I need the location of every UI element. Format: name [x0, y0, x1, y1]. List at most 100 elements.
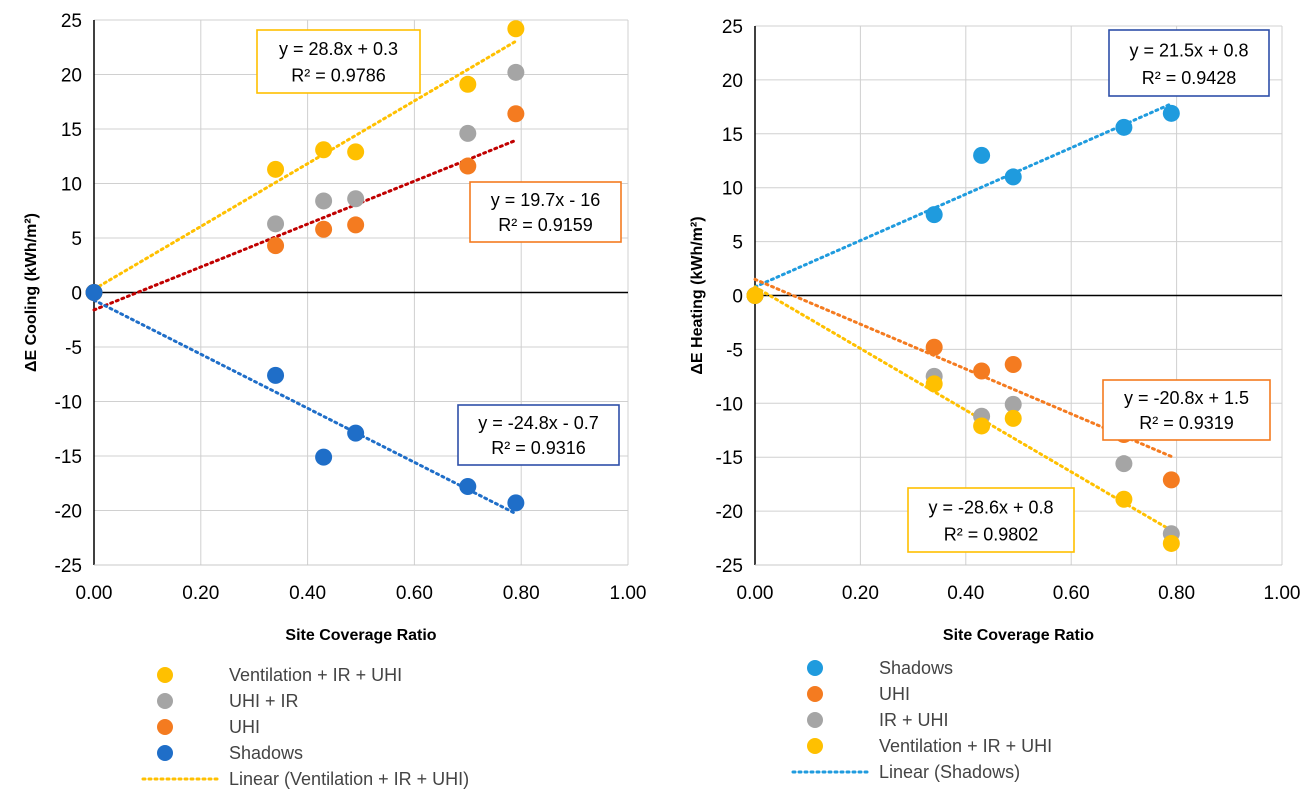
- legend-label: Shadows: [879, 658, 953, 678]
- legend: Shadows UHI IR + UHI Ventilation + IR + UHI…: [791, 658, 1052, 782]
- trendline-3: [92, 298, 518, 516]
- data-point: [85, 284, 103, 301]
- x-tick-label: 0.00: [76, 583, 113, 604]
- x-tick-label: 1.00: [1264, 583, 1301, 604]
- y-tick-label: -15: [716, 448, 743, 469]
- legend-marker: [157, 693, 173, 709]
- r-squared-text: R² = 0.9316: [491, 438, 586, 458]
- trendline-3: [753, 285, 1173, 532]
- series-uhi: [85, 105, 525, 301]
- data-point: [267, 160, 285, 178]
- trendline-2: [753, 277, 1173, 458]
- y-tick-label: -5: [726, 340, 743, 361]
- data-point: [973, 417, 991, 435]
- y-tick-label: 0: [71, 284, 82, 305]
- data-point: [507, 20, 525, 38]
- y-tick-label: 0: [732, 287, 743, 308]
- data-point: [925, 375, 943, 393]
- y-tick-label: -25: [716, 556, 743, 577]
- legend-label: UHI + IR: [229, 691, 299, 711]
- r-squared-text: R² = 0.9428: [1142, 68, 1237, 88]
- x-tick-label: 0.40: [289, 583, 326, 604]
- equation-box: y = 28.8x + 0.3 R² = 0.9786: [256, 29, 421, 94]
- x-tick-label: 0.40: [947, 583, 984, 604]
- data-point: [267, 237, 285, 255]
- data-point: [507, 105, 525, 123]
- legend-label: Shadows: [229, 743, 303, 763]
- x-tick-label: 0.80: [1158, 583, 1195, 604]
- equation-box: y = -28.6x + 0.8 R² = 0.9802: [907, 487, 1075, 553]
- equation-text: y = 28.8x + 0.3: [279, 39, 398, 59]
- x-tick-label: 0.20: [842, 583, 879, 604]
- data-point: [1115, 118, 1133, 136]
- data-point: [267, 215, 285, 233]
- data-point: [347, 216, 365, 234]
- data-point: [315, 220, 333, 238]
- legend-marker: [807, 660, 823, 676]
- y-axis-title: ΔE Cooling (kWh/m²): [23, 213, 40, 372]
- data-point: [459, 75, 477, 93]
- y-tick-label: -25: [55, 556, 82, 577]
- y-tick-label: 10: [722, 179, 743, 200]
- y-tick-label: 5: [71, 229, 82, 250]
- y-tick-label: -10: [55, 393, 82, 414]
- legend-marker: [157, 745, 173, 761]
- data-point: [973, 146, 991, 164]
- data-point: [1004, 409, 1022, 427]
- legend-label: Ventilation + IR + UHI: [229, 665, 402, 685]
- equation-box: y = -24.8x - 0.7 R² = 0.9316: [457, 404, 620, 466]
- x-tick-label: 0.80: [503, 583, 540, 604]
- y-tick-label: -10: [716, 394, 743, 415]
- equation-box-frame: [469, 181, 622, 243]
- data-point: [925, 338, 943, 356]
- y-axis-title: ΔE Heating (kWh/m²): [689, 216, 706, 374]
- x-axis-title: Site Coverage Ratio: [285, 627, 436, 644]
- r-squared-text: R² = 0.9802: [944, 524, 1039, 544]
- data-point: [347, 143, 365, 161]
- data-point: [459, 478, 477, 496]
- data-point: [1162, 104, 1180, 122]
- r-squared-text: R² = 0.9159: [498, 215, 593, 235]
- data-point: [1115, 490, 1133, 508]
- equation-box: y = 19.7x - 16 R² = 0.9159: [469, 181, 622, 243]
- y-tick-label: -20: [716, 502, 743, 523]
- y-tick-label: 5: [732, 233, 743, 254]
- legend-marker: [157, 719, 173, 735]
- equation-text: y = 19.7x - 16: [491, 190, 601, 210]
- y-tick-label: 25: [61, 11, 82, 32]
- data-point: [1162, 534, 1180, 552]
- y-tick-label: 20: [61, 66, 82, 87]
- x-tick-label: 1.00: [610, 583, 647, 604]
- data-point: [746, 287, 764, 304]
- data-point: [1115, 455, 1133, 473]
- data-point: [507, 63, 525, 81]
- y-tick-label: -15: [55, 447, 82, 468]
- data-point: [459, 124, 477, 142]
- legend-label: Ventilation + IR + UHI: [879, 736, 1052, 756]
- data-point: [1004, 395, 1022, 413]
- legend-label: Linear (Ventilation + IR + UHI): [229, 769, 469, 789]
- y-tick-label: -5: [65, 338, 82, 359]
- equation-box-frame: [256, 29, 421, 94]
- equation-box: y = 21.5x + 0.8 R² = 0.9428: [1108, 29, 1270, 97]
- y-tick-label: 15: [722, 125, 743, 146]
- equation-box-frame: [457, 404, 620, 466]
- data-point: [459, 157, 477, 175]
- series-ventilation-ir-uhi: [746, 287, 1180, 552]
- legend-marker: [807, 712, 823, 728]
- legend: Ventilation + IR + UHI UHI + IR UHI Shadows…: [141, 665, 469, 789]
- data-point: [267, 366, 285, 384]
- data-point: [315, 448, 333, 466]
- equation-box: y = -20.8x + 1.5 R² = 0.9319: [1102, 379, 1271, 441]
- equation-text: y = -28.6x + 0.8: [928, 498, 1053, 518]
- trendline-1: [92, 39, 518, 291]
- chart-2: -25 -20 -15 -10 -5 0 5 10 15 20 25 0.00 0.20 0.40 0.60…: [689, 17, 1300, 782]
- trendline-1: [753, 102, 1173, 289]
- data-point: [507, 494, 525, 512]
- x-tick-label: 0.20: [182, 583, 219, 604]
- x-tick-label: 0.60: [396, 583, 433, 604]
- legend-marker: [807, 738, 823, 754]
- y-tick-label: 20: [722, 71, 743, 92]
- equation-box-frame: [907, 487, 1075, 553]
